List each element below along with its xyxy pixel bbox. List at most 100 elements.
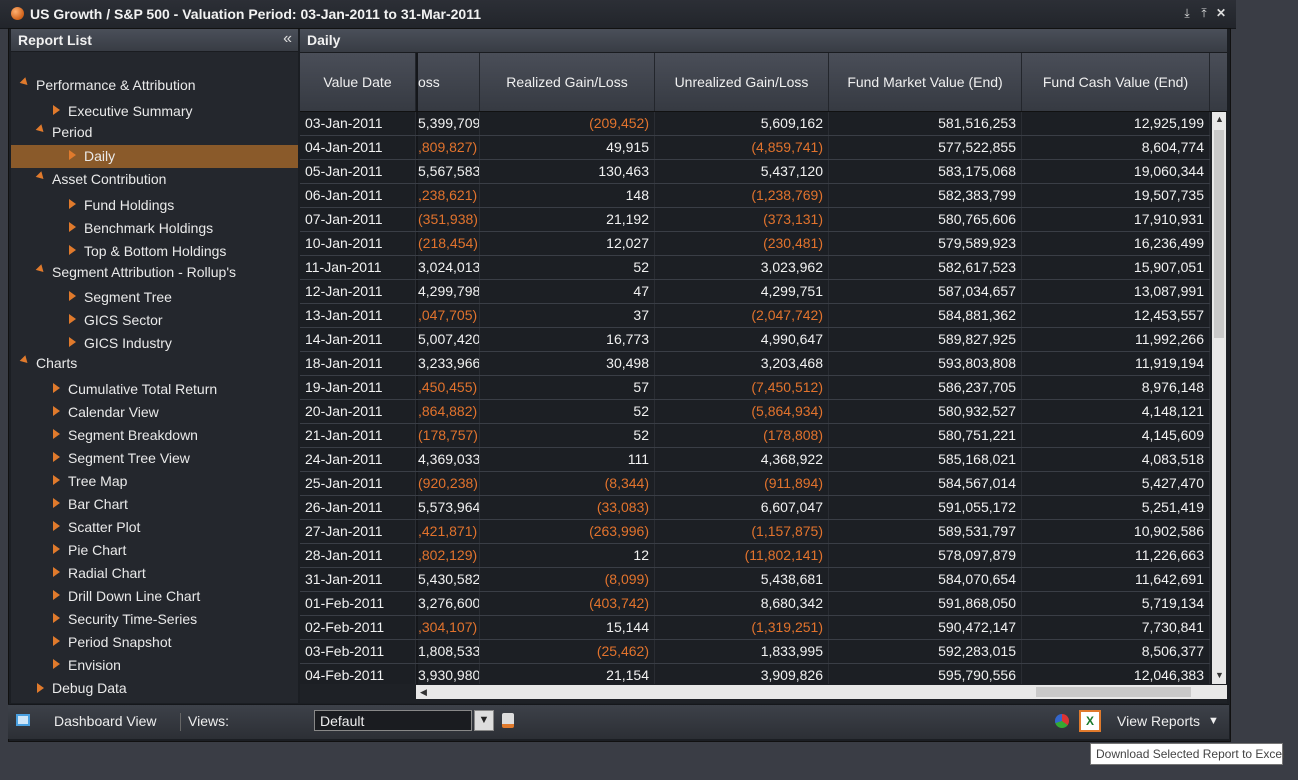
chevron-right-icon[interactable] <box>53 659 60 669</box>
table-row[interactable]: 24-Jan-2011 4,369,033 111 4,368,922 585,168,… <box>300 448 1210 472</box>
vertical-scrollbar[interactable]: ▲ ▼ <box>1212 112 1226 684</box>
column-header-value-date[interactable]: Value Date <box>300 53 416 111</box>
column-header-gain-loss-truncated[interactable]: oss <box>416 53 480 111</box>
tree-item-gics-sector[interactable]: GICS Sector <box>11 309 298 332</box>
expand-triangle-icon[interactable] <box>19 77 31 88</box>
table-row[interactable]: 03-Jan-2011 5,399,709 (209,452) 5,609,162 58… <box>300 112 1210 136</box>
scroll-up-icon[interactable]: ▲ <box>1215 114 1224 124</box>
close-icon[interactable]: ✕ <box>1215 6 1227 20</box>
column-header-fund-market-value-end[interactable]: Fund Market Value (End) <box>829 53 1022 111</box>
views-select[interactable]: Default <box>314 710 472 731</box>
chevron-right-icon[interactable] <box>69 150 76 160</box>
pie-chart-icon[interactable] <box>1055 714 1069 728</box>
table-row[interactable]: 11-Jan-2011 3,024,013 52 3,023,962 582,617,5… <box>300 256 1210 280</box>
dashboard-icon[interactable] <box>16 714 30 726</box>
tree-item-asset-contribution[interactable]: Asset Contribution <box>11 168 298 191</box>
tree-item-executive-summary[interactable]: Executive Summary <box>11 100 298 123</box>
chevron-right-icon[interactable] <box>53 498 60 508</box>
table-row[interactable]: 14-Jan-2011 5,007,420 16,773 4,990,647 589,8… <box>300 328 1210 352</box>
chevron-right-icon[interactable] <box>53 636 60 646</box>
table-row[interactable]: 26-Jan-2011 5,573,964 (33,083) 6,607,047 591… <box>300 496 1210 520</box>
horizontal-scrollbar[interactable]: ◀ <box>416 685 1227 699</box>
table-row[interactable]: 21-Jan-2011 (178,757) 52 (178,808) 580,751,2… <box>300 424 1210 448</box>
chevron-right-icon[interactable] <box>53 475 60 485</box>
chevron-right-icon[interactable] <box>53 613 60 623</box>
table-row[interactable]: 31-Jan-2011 5,430,582 (8,099) 5,438,681 584,… <box>300 568 1210 592</box>
chevron-right-icon[interactable] <box>53 429 60 439</box>
column-header-realized-gain-loss[interactable]: Realized Gain/Loss <box>480 53 655 111</box>
chevron-right-icon[interactable] <box>53 452 60 462</box>
chevron-right-icon[interactable] <box>53 105 60 115</box>
tree-item-performance-attribution[interactable]: Performance & Attribution <box>11 74 298 97</box>
tree-item-envision[interactable]: Envision <box>11 654 298 677</box>
table-row[interactable]: 19-Jan-2011,450,455) 57 (7,450,512) 586,237… <box>300 376 1210 400</box>
minimize-icon[interactable]: ⤓ <box>1184 6 1190 20</box>
table-row[interactable]: 04-Jan-2011,809,827) 49,915 (4,859,741) 577… <box>300 136 1210 160</box>
chevron-right-icon[interactable] <box>69 337 76 347</box>
chevron-right-icon[interactable] <box>69 222 76 232</box>
chevron-right-icon[interactable] <box>53 383 60 393</box>
tree-item-calendar-view[interactable]: Calendar View <box>11 401 298 424</box>
tree-item-charts[interactable]: Charts <box>11 352 298 375</box>
scroll-down-icon[interactable]: ▼ <box>1215 670 1224 680</box>
tree-item-debug-data[interactable]: Debug Data <box>11 677 298 700</box>
chevron-right-icon[interactable] <box>69 199 76 209</box>
restore-icon[interactable]: ⤒ <box>1201 6 1207 20</box>
view-reports-dropdown-icon[interactable]: ▼ <box>1208 715 1219 727</box>
tree-item-period-snapshot[interactable]: Period Snapshot <box>11 631 298 654</box>
expand-triangle-icon[interactable] <box>35 124 47 135</box>
column-header-unrealized-gain-loss[interactable]: Unrealized Gain/Loss <box>655 53 829 111</box>
tree-item-benchmark-holdings[interactable]: Benchmark Holdings <box>11 217 298 240</box>
expand-triangle-icon[interactable] <box>35 171 47 182</box>
table-row[interactable]: 06-Jan-2011,238,621) 148 (1,238,769) 582,38… <box>300 184 1210 208</box>
table-row[interactable]: 01-Feb-2011 3,276,600 (403,742) 8,680,342 59… <box>300 592 1210 616</box>
table-row[interactable]: 20-Jan-2011,864,882) 52 (5,864,934) 580,932… <box>300 400 1210 424</box>
tree-item-segment-attribution-rollup-s[interactable]: Segment Attribution - Rollup's <box>11 261 298 284</box>
tree-item-gics-industry[interactable]: GICS Industry <box>11 332 298 355</box>
tree-item-period[interactable]: Period <box>11 121 298 144</box>
expand-triangle-icon[interactable] <box>35 264 47 275</box>
table-row[interactable]: 02-Feb-2011,304,107) 15,144 (1,319,251) 590… <box>300 616 1210 640</box>
tree-item-segment-tree[interactable]: Segment Tree <box>11 286 298 309</box>
tree-item-segment-breakdown[interactable]: Segment Breakdown <box>11 424 298 447</box>
excel-export-icon[interactable]: X <box>1079 710 1101 732</box>
table-row[interactable]: 10-Jan-2011 (218,454) 12,027 (230,481) 579,5… <box>300 232 1210 256</box>
chevron-right-icon[interactable] <box>69 245 76 255</box>
tree-item-segment-tree-view[interactable]: Segment Tree View <box>11 447 298 470</box>
collapse-panel-icon[interactable]: « <box>283 30 292 47</box>
chevron-right-icon[interactable] <box>53 521 60 531</box>
tree-item-tree-map[interactable]: Tree Map <box>11 470 298 493</box>
horizontal-scroll-thumb[interactable] <box>1036 687 1191 697</box>
tree-item-radial-chart[interactable]: Radial Chart <box>11 562 298 585</box>
table-row[interactable]: 28-Jan-2011,802,129) 12 (11,802,141) 578,09… <box>300 544 1210 568</box>
chevron-down-icon[interactable]: ▼ <box>474 710 494 731</box>
tree-item-scatter-plot[interactable]: Scatter Plot <box>11 516 298 539</box>
table-row[interactable]: 12-Jan-2011 4,299,798 47 4,299,751 587,034,6… <box>300 280 1210 304</box>
table-row[interactable]: 13-Jan-2011,047,705) 37 (2,047,742) 584,881… <box>300 304 1210 328</box>
dashboard-view-button[interactable]: Dashboard View <box>54 713 157 729</box>
table-row[interactable]: 03-Feb-2011 1,808,533 (25,462) 1,833,995 592… <box>300 640 1210 664</box>
tree-item-security-time-series[interactable]: Security Time-Series <box>11 608 298 631</box>
chevron-right-icon[interactable] <box>53 406 60 416</box>
tree-item-daily[interactable]: Daily <box>11 145 298 168</box>
tree-item-bar-chart[interactable]: Bar Chart <box>11 493 298 516</box>
lock-icon[interactable] <box>502 713 514 728</box>
chevron-right-icon[interactable] <box>37 683 44 693</box>
chevron-right-icon[interactable] <box>69 291 76 301</box>
table-row[interactable]: 07-Jan-2011 (351,938) 21,192 (373,131) 580,7… <box>300 208 1210 232</box>
scroll-left-icon[interactable]: ◀ <box>420 687 427 697</box>
tree-item-pie-chart[interactable]: Pie Chart <box>11 539 298 562</box>
view-reports-button[interactable]: View Reports <box>1117 713 1201 729</box>
table-row[interactable]: 27-Jan-2011,421,871) (263,996) (1,157,875)… <box>300 520 1210 544</box>
table-row[interactable]: 05-Jan-2011 5,567,583 130,463 5,437,120 583,… <box>300 160 1210 184</box>
expand-triangle-icon[interactable] <box>19 355 31 366</box>
vertical-scroll-thumb[interactable] <box>1214 130 1224 338</box>
chevron-right-icon[interactable] <box>53 567 60 577</box>
chevron-right-icon[interactable] <box>53 590 60 600</box>
tree-item-top-bottom-holdings[interactable]: Top & Bottom Holdings <box>11 240 298 263</box>
chevron-right-icon[interactable] <box>53 544 60 554</box>
table-row[interactable]: 04-Feb-2011 3,930,980 21,154 3,909,826 595,7… <box>300 664 1210 684</box>
tree-item-fund-holdings[interactable]: Fund Holdings <box>11 194 298 217</box>
table-row[interactable]: 25-Jan-2011 (920,238) (8,344) (911,894) 584,… <box>300 472 1210 496</box>
tree-item-drill-down-line-chart[interactable]: Drill Down Line Chart <box>11 585 298 608</box>
